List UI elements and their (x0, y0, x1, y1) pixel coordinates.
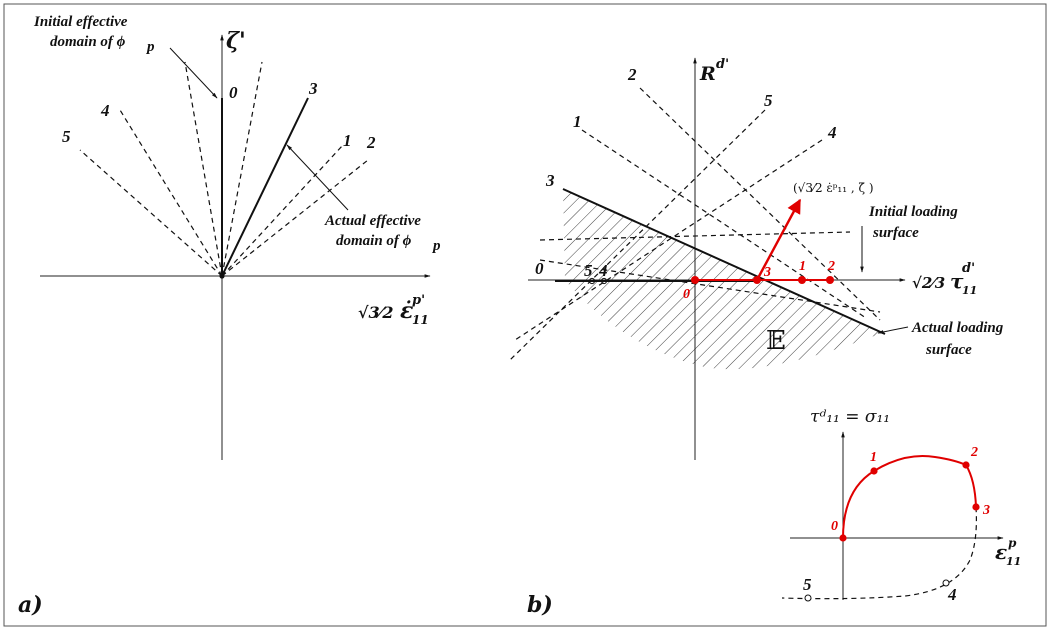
inset-label-1: 1 (870, 450, 877, 465)
inset-label-3: 3 (982, 503, 990, 518)
panel-a-ray-label-3: 3 (308, 79, 318, 98)
panel-b-line-label-3: 3 (545, 171, 555, 190)
inset-label-4: 4 (947, 585, 957, 604)
panel-b-point-0 (691, 276, 699, 284)
panel-b-line-label-1: 1 (573, 112, 582, 131)
panel-b-vector-label: (√3⁄2 ε̇ᵖ₁₁ , ζ̇ ) (793, 181, 874, 195)
inset-y-axis-label: τᵈ₁₁ = σ₁₁ (810, 407, 890, 427)
panel-b-line-5 (509, 109, 766, 361)
inset-x-axis-label: ε 11 p (995, 536, 1021, 568)
inset-red-curve (842, 454, 977, 539)
panel-b-x-label-tau: τ (950, 269, 964, 293)
inset-label-0: 0 (831, 519, 838, 534)
panel-b-x-axis-label: √2⁄3 τ 11 d' (912, 261, 977, 297)
panel-a-ray-label-4: 4 (100, 101, 110, 120)
panel-a-ray-5 (79, 149, 223, 277)
panel-b-line-label-4: 4 (827, 123, 837, 142)
panel-b-axis-label-0: 0 (683, 287, 690, 302)
panel-a-actual-domain-sub: p (431, 238, 441, 254)
panel-b-initial-surface-line1: Initial loading (868, 204, 958, 220)
panel-a-origin (219, 273, 225, 279)
panel-b-point-4 (600, 277, 608, 285)
panel-a-actual-domain-line2: domain of ϕ (336, 233, 412, 249)
panel-b-axis-label-1: 1 (799, 259, 806, 274)
panel-a-initial-domain-arrow (169, 47, 218, 99)
panel-a-y-axis-label: ζ' (226, 28, 246, 54)
panel-b-actual-surface-line2: surface (925, 342, 972, 358)
inset-point-4 (942, 579, 950, 587)
panel-a-initial-domain-line2: domain of ϕ (50, 34, 126, 50)
panel-a-ray-label-0: 0 (229, 83, 238, 102)
panel-a-ray-label-1: 1 (343, 131, 352, 150)
panel-a-x-label-eps: ε̇ (400, 298, 413, 324)
panel-a-ray-3 (221, 97, 309, 277)
inset-stress-strain: 0 1 2 3 4 5 τᵈ₁₁ = σ₁₁ ε 11 p (781, 407, 1021, 604)
panel-a-initial-left (184, 61, 223, 277)
panel-b-x-label-root: √2⁄3 (912, 274, 945, 292)
panel-b-line-3 (562, 188, 886, 335)
panel-a-ray-2 (221, 159, 369, 277)
inset-label-5: 5 (803, 575, 812, 594)
panel-b-line-label-2: 2 (627, 65, 637, 84)
panel-b-actual-surface-line1: Actual loading (911, 320, 1004, 336)
panel-b-x-label-sup: d' (962, 261, 975, 276)
inset-x-label-eps: ε (995, 540, 1007, 564)
panel-b-y-axis-label: R (699, 63, 716, 85)
panel-b-line-label-5: 5 (764, 91, 773, 110)
panel-b-point-1 (798, 276, 806, 284)
panel-a: 0 3 1 2 4 5 ζ' √3⁄2 ε̇ 11 p' Initial eff… (18, 14, 441, 618)
panel-a-initial-domain-sub: p (145, 39, 155, 55)
panel-b-initial-surface-line2: surface (872, 225, 919, 241)
panel-b-line-1 (581, 129, 867, 319)
panel-b-line-2 (639, 87, 881, 321)
panel-b-elastic-domain-label: 𝔼 (766, 326, 786, 356)
panel-b-point-5 (588, 277, 596, 285)
panel-b-x-label-sub: 11 (962, 284, 977, 297)
inset-dashed-curve (781, 506, 977, 600)
panel-b-initial-surface-a (539, 231, 851, 241)
panel-b-normal-vector (755, 198, 802, 281)
panel-a-ray-1 (221, 144, 344, 277)
panel-b-line-label-0: 0 (535, 259, 544, 278)
inset-x-label-sub: 11 (1006, 555, 1021, 568)
panel-a-x-label-sup: p' (412, 293, 425, 308)
panel-a-initial-right (221, 61, 263, 277)
panel-a-x-label-sub: 11 (412, 313, 429, 327)
panel-a-x-axis-label: √3⁄2 ε̇ 11 p' (358, 293, 429, 327)
inset-point-2 (962, 461, 970, 469)
figure-frame (3, 3, 1047, 627)
panel-b-axis-label-4: 4 (598, 261, 608, 280)
inset-label-2: 2 (970, 445, 978, 460)
inset-point-3 (972, 503, 980, 511)
panel-a-ray-label-5: 5 (62, 127, 71, 146)
panel-b-initial-surface-b (539, 259, 881, 313)
panel-a-initial-domain-line1: Initial effective (33, 14, 128, 30)
panel-a-ray-label-2: 2 (366, 133, 376, 152)
panel-b: 2 1 5 4 3 0 5 4 0 3 1 2 R d' √2⁄3 τ 11 d… (509, 57, 1004, 618)
inset-x-label-sup: p (1008, 536, 1017, 550)
panel-a-actual-domain-line1: Actual effective (324, 213, 421, 229)
panel-b-tag: b) (527, 592, 553, 618)
inset-point-5 (804, 594, 812, 602)
inset-point-1 (870, 467, 878, 475)
panel-a-tag: a) (18, 592, 43, 618)
inset-point-0 (839, 534, 847, 542)
panel-a-ray-4 (119, 109, 223, 277)
panel-b-axis-label-5: 5 (584, 261, 593, 280)
panel-b-actual-surface-arrow (877, 326, 909, 334)
panel-a-actual-domain-arrow (286, 144, 349, 211)
panel-b-y-axis-sup: d' (716, 57, 729, 72)
panel-b-axis-label-3: 3 (763, 265, 771, 280)
panel-a-x-label-root: √3⁄2 (358, 303, 393, 322)
panel-b-axis-label-2: 2 (827, 259, 835, 274)
panel-b-point-2 (826, 276, 834, 284)
panel-b-line-4 (514, 139, 823, 341)
